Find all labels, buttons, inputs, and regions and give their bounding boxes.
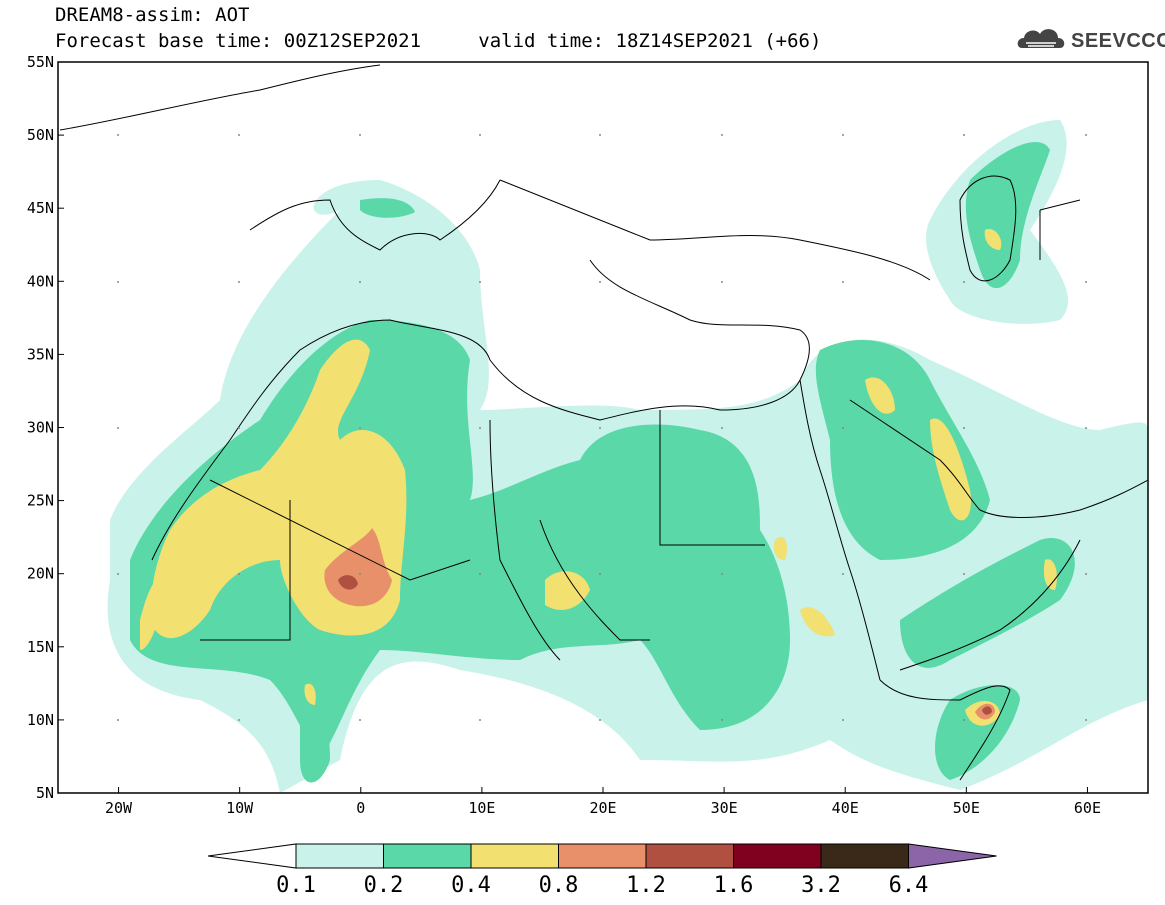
colorbar-box [295,843,384,869]
graticule [117,134,1087,721]
colorbar-box [558,843,647,869]
lat-tick-label: 10N [27,711,54,729]
colorbar-box [470,843,559,869]
lat-tick-label: 50N [27,126,54,144]
colorbar-level-label: 1.6 [714,873,754,898]
logo-text: SEEVCCC [1071,30,1165,52]
colorbar-boxes [207,843,997,869]
lat-tick-label: 45N [27,199,54,217]
map-title: DREAM8-assim: AOT [55,4,250,26]
colorbar-box [383,843,472,869]
lon-tick-label: 0 [356,799,365,817]
lat-tick-label: 35N [27,345,54,363]
lon-tick-label: 20W [105,799,133,817]
colorbar-level-label: 0.1 [276,873,316,898]
aot-fields [107,120,1148,793]
time-info: Forecast base time: 00Z12SEP2021 valid t… [55,30,821,52]
colorbar-under-triangle [207,843,297,869]
lat-tick-label: 40N [27,272,54,290]
base-time-label: Forecast base time: 00Z12SEP2021 [55,30,422,52]
colorbar-box [733,843,822,869]
lat-tick-label: 20N [27,565,54,583]
axis-ticks: 20W 10W 0 10E 20E 30E 40E 50E 60E 55N 50N 45N 40N 35N… [27,53,1101,817]
lon-tick-label: 50E [953,799,980,817]
lon-tick-label: 20E [589,799,616,817]
lon-tick-label: 10E [468,799,495,817]
colorbar-level-label: 0.4 [451,873,491,898]
lat-tick-label: 55N [27,53,54,71]
colorbar-labels: 0.1 0.2 0.4 0.8 1.2 1.6 3.2 6.4 [276,873,928,898]
lat-tick-label: 30N [27,419,54,437]
colorbar-box [645,843,734,869]
coastlines [59,64,1148,781]
colorbar-level-label: 6.4 [889,873,929,898]
valid-time-label: valid time: 18Z14SEP2021 (+66) [478,30,822,52]
lon-tick-label: 30E [711,799,738,817]
colorbar-level-label: 0.2 [364,873,404,898]
colorbar-level-label: 3.2 [801,873,841,898]
aot-level-1.2 [338,575,992,715]
colorbar-level-label: 1.2 [626,873,666,898]
lon-tick-label: 60E [1074,799,1101,817]
lon-tick-label: 10W [226,799,254,817]
colorbar-box [820,843,909,869]
lat-tick-label: 5N [36,784,54,802]
colorbar-over-triangle [908,843,997,869]
lon-tick-label: 40E [832,799,859,817]
colorbar-level-label: 0.8 [539,873,579,898]
lat-tick-label: 15N [27,638,54,656]
cloud-icon [1017,29,1065,48]
lat-tick-label: 25N [27,492,54,510]
